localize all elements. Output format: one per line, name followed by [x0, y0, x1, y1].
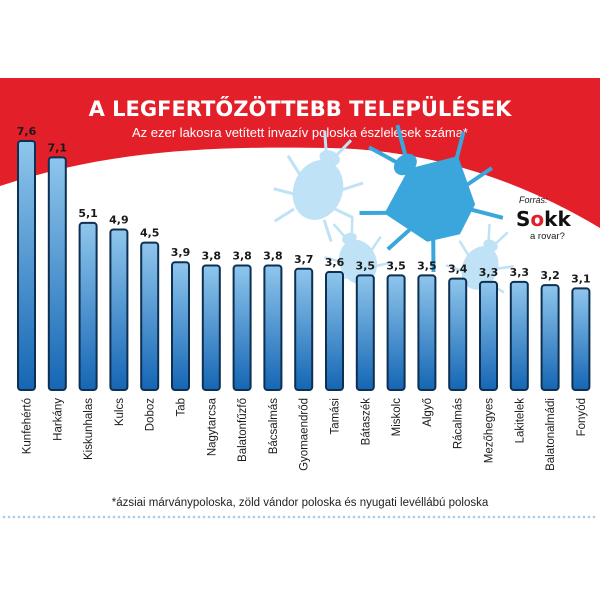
category-label-14: Algyő — [422, 398, 434, 427]
value-label-16: 3,3 — [479, 266, 499, 279]
bar-4 — [109, 228, 129, 391]
category-label-12: Bátaszék — [360, 398, 372, 446]
footnote: *ázsiai márványpoloska, zöld vándor polo… — [112, 497, 489, 509]
category-label-10: Gyomaendrőd — [299, 398, 311, 471]
category-label-18: Balatonalmádi — [545, 398, 557, 471]
bar-16 — [479, 280, 498, 392]
category-label-17: Lakitelek — [514, 398, 526, 444]
logo-kicker: Forrás: — [519, 195, 548, 205]
value-label-3: 5,1 — [78, 207, 98, 220]
bar-7 — [201, 264, 221, 391]
bar-series — [17, 140, 591, 392]
value-label-18: 3,2 — [540, 269, 560, 282]
value-label-19: 3,1 — [571, 272, 591, 285]
light-bug-illustration — [273, 130, 364, 243]
category-label-4: Kulcs — [114, 398, 126, 426]
bar-6 — [171, 261, 190, 392]
value-label-4: 4,9 — [109, 213, 129, 226]
category-label-5: Doboz — [145, 398, 157, 431]
bar-1 — [17, 140, 36, 391]
bar-9 — [263, 264, 283, 391]
header-banner — [0, 78, 600, 228]
chart-subtitle: Az ezer lakosra vetített invazív poloska… — [132, 125, 468, 140]
category-label-11: Tamási — [330, 398, 342, 434]
bar-5 — [140, 241, 160, 391]
category-label-8: Balatonfűzfő — [237, 398, 249, 462]
bar-19 — [571, 287, 591, 391]
bar-3 — [78, 221, 98, 391]
bar-8 — [232, 264, 252, 391]
value-label-17: 3,3 — [510, 266, 530, 279]
source-logo: Forrás: Sokk a rovar? — [516, 195, 571, 242]
bar-12 — [355, 274, 375, 391]
value-label-11: 3,6 — [325, 256, 345, 269]
dotted-divider — [2, 515, 596, 519]
value-label-8: 3,8 — [232, 250, 252, 263]
category-label-6: Tab — [176, 398, 188, 417]
bar-18 — [540, 284, 560, 391]
value-label-13: 3,5 — [386, 259, 406, 272]
right-bug-illustration — [445, 223, 515, 294]
value-label-15: 3,4 — [448, 263, 468, 276]
logo-wordmark: Sokk — [516, 207, 571, 231]
value-label-6: 3,9 — [171, 246, 191, 259]
category-label-19: Fonyód — [576, 398, 588, 436]
bar-10 — [294, 267, 314, 391]
category-label-16: Mezőhegyes — [484, 398, 496, 463]
value-label-1: 7,6 — [17, 125, 37, 138]
value-label-9: 3,8 — [263, 250, 283, 263]
category-label-13: Miskolc — [391, 398, 403, 437]
value-label-10: 3,7 — [294, 253, 314, 266]
value-label-5: 4,5 — [140, 227, 160, 240]
small-bug-illustration — [324, 217, 393, 286]
category-label-9: Bácsalmás — [268, 398, 280, 454]
category-label-7: Nagytarcsa — [206, 397, 218, 456]
value-labels: 7,6 7,1 5,1 4,9 4,5 3,9 3,8 3,8 3,8 3,7 3,6 3,5 3,5 3… — [17, 125, 591, 285]
bar-15 — [448, 277, 468, 391]
value-label-2: 7,1 — [48, 141, 68, 154]
category-label-3: Kiskunhalas — [83, 398, 95, 460]
category-label-2: Harkány — [52, 398, 64, 441]
bar-14 — [417, 274, 437, 391]
chart-title: A LEGFERTŐZÖTTEBB TELEPÜLÉSEK — [89, 96, 513, 121]
category-labels: Kunfehértó Harkány Kiskunhalas Kulcs Doboz Ta… — [22, 397, 588, 470]
value-label-14: 3,5 — [417, 259, 437, 272]
value-label-12: 3,5 — [356, 259, 376, 272]
large-bug-illustration — [359, 124, 504, 272]
category-label-15: Rácalmás — [453, 398, 465, 449]
bar-13 — [386, 274, 406, 391]
category-label-1: Kunfehértó — [22, 398, 34, 454]
bar-11 — [325, 271, 344, 392]
bar-2 — [47, 156, 67, 391]
value-label-7: 3,8 — [202, 250, 222, 263]
bar-17 — [509, 280, 529, 392]
logo-tagline: a rovar? — [530, 231, 565, 242]
